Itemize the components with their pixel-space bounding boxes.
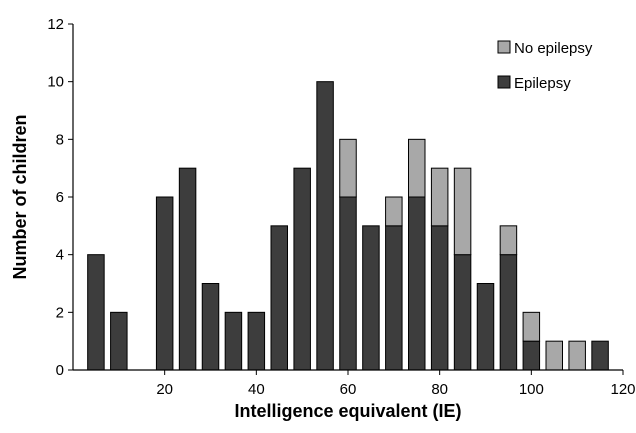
x-tick-label: 80: [431, 381, 448, 398]
bar-epilepsy-100: [522, 340, 541, 371]
y-tick-label: 10: [47, 74, 64, 91]
bar-no-epilepsy-105: [545, 340, 563, 371]
bar-epilepsy-5: [87, 254, 105, 371]
x-tick-label: 20: [156, 381, 173, 398]
legend-swatch-no-epilepsy: [497, 40, 511, 54]
bar-epilepsy-50: [293, 167, 311, 371]
bar-epilepsy-70: [385, 225, 403, 371]
bar-no-epilepsy-60: [339, 138, 357, 198]
x-tick-label: 60: [340, 381, 357, 398]
bar-no-epilepsy-85: [453, 167, 472, 256]
bar-no-epilepsy-70: [385, 196, 403, 227]
bar-no-epilepsy-75: [408, 138, 426, 198]
x-tick-label: 40: [248, 381, 265, 398]
y-tick-label: 4: [56, 247, 64, 264]
x-tick-label: 100: [519, 381, 544, 398]
bar-epilepsy-20: [155, 196, 174, 371]
legend: No epilepsy Epilepsy: [497, 40, 593, 92]
bars-layer: [87, 81, 609, 371]
bar-epilepsy-10: [110, 311, 128, 371]
bar-epilepsy-65: [362, 225, 380, 371]
bar-epilepsy-75: [408, 196, 426, 371]
x-tick-label: 120: [610, 381, 635, 398]
y-tick-label: 2: [56, 304, 64, 321]
bar-epilepsy-35: [224, 311, 243, 371]
bar-epilepsy-95: [499, 254, 518, 371]
y-tick-label: 8: [56, 131, 64, 148]
y-tick-label: 0: [56, 362, 64, 379]
bar-no-epilepsy-100: [522, 311, 541, 342]
bar-epilepsy-30: [201, 283, 220, 371]
legend-swatch-epilepsy: [497, 75, 511, 89]
bar-no-epilepsy-80: [430, 167, 449, 227]
x-axis-title: Intelligence equivalent (IE): [234, 401, 461, 421]
bar-epilepsy-60: [339, 196, 357, 371]
y-tick-label: 12: [47, 16, 64, 33]
bar-epilepsy-80: [430, 225, 449, 371]
y-tick-label: 6: [56, 189, 64, 206]
bar-epilepsy-90: [476, 283, 495, 371]
bar-epilepsy-25: [178, 167, 197, 371]
ticks-layer: 0 2 4 6 8 10 12 20 40 60 80 100 120: [47, 16, 635, 398]
y-axis-title: Number of children: [10, 114, 30, 279]
bar-epilepsy-40: [247, 311, 266, 371]
legend-label-epilepsy: Epilepsy: [514, 75, 571, 92]
bar-epilepsy-55: [316, 81, 334, 371]
bar-epilepsy-85: [453, 254, 472, 371]
bar-no-epilepsy-95: [499, 225, 518, 256]
legend-label-no-epilepsy: No epilepsy: [514, 40, 593, 57]
bar-epilepsy-115: [591, 340, 609, 371]
bar-epilepsy-45: [270, 225, 288, 371]
bar-no-epilepsy-110: [568, 340, 586, 371]
